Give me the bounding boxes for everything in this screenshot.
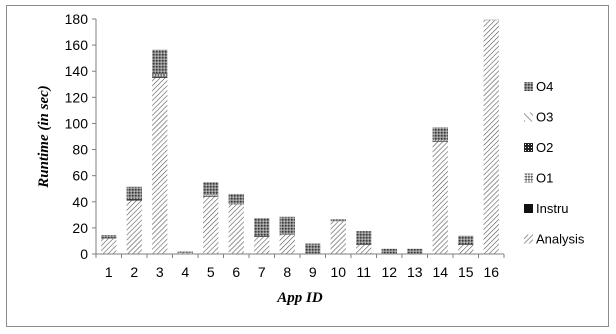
y-tick-label: 160	[65, 37, 89, 53]
legend-label-o4: O4	[536, 79, 553, 94]
bar-segment-analysis-app-2	[126, 200, 142, 254]
x-tick-label: 4	[181, 264, 189, 280]
x-tick-label: 14	[432, 264, 448, 280]
bar-segment-analysis-app-14	[432, 141, 448, 254]
y-tick-label: 100	[65, 115, 89, 131]
bar-segment-analysis-app-3	[152, 77, 168, 254]
legend-label-o2: O2	[536, 140, 553, 155]
x-tick-label: 1	[105, 264, 113, 280]
chart-frame	[6, 5, 609, 327]
bar-segment-o2-app-3	[152, 73, 168, 74]
bar-segment-analysis-app-8	[279, 234, 295, 254]
y-tick-label: 40	[72, 194, 88, 210]
x-tick-label: 8	[283, 264, 291, 280]
bar-segment-o4-app-11	[356, 231, 372, 245]
bar-segment-analysis-app-15	[458, 244, 474, 254]
bar-segment-o4-app-8	[279, 216, 295, 234]
bar-segment-instru-app-1	[101, 237, 117, 239]
x-tick-label: 10	[330, 264, 346, 280]
bar-segment-o4-app-12	[381, 248, 397, 254]
legend-swatch-o4	[524, 82, 533, 91]
bar-segment-o1-app-3	[152, 73, 168, 77]
y-tick-label: 180	[65, 11, 89, 27]
x-tick-label: 15	[458, 264, 474, 280]
x-axis-title: App ID	[276, 290, 323, 306]
bar-segment-o4-app-1	[101, 235, 117, 238]
legend-label-o1: O1	[536, 171, 553, 186]
y-tick-label: 120	[65, 89, 89, 105]
x-tick-label: 11	[356, 264, 371, 280]
x-tick-label: 12	[381, 264, 397, 280]
bar-segment-analysis-app-10	[330, 221, 346, 254]
y-axis-title: Runtime (in sec)	[36, 85, 52, 189]
bar-segment-o4-app-6	[228, 193, 244, 205]
bar-segment-instru-app-14	[432, 141, 448, 142]
x-tick-label: 16	[483, 264, 499, 280]
legend: O4 O3 O2 O1 Instru Analysis	[524, 79, 585, 247]
bar-segment-o4-app-9	[305, 243, 321, 254]
legend-label-o3: O3	[536, 110, 553, 125]
legend-swatch-o3	[524, 112, 533, 122]
x-tick-label: 2	[130, 264, 138, 280]
x-tick-label: 7	[258, 264, 266, 280]
bar-segment-o4-app-3	[152, 49, 168, 74]
x-tick-label: 3	[156, 264, 164, 280]
bar-segment-instru-app-15	[458, 244, 474, 245]
bar-segment-o4-app-7	[254, 218, 270, 237]
legend-label-analysis: Analysis	[536, 232, 585, 247]
legend-swatch-o1	[524, 173, 533, 183]
bar-segment-o4-app-16	[483, 19, 499, 21]
legend-swatch-instru	[524, 204, 533, 213]
bar-segment-analysis-app-7	[254, 237, 270, 254]
y-tick-label: 60	[72, 168, 88, 184]
bar-segment-instru-app-3	[152, 76, 168, 78]
y-tick-label: 80	[72, 142, 88, 158]
x-tick-label: 6	[232, 264, 240, 280]
bar-segment-instru-app-8	[279, 233, 295, 235]
y-tick-label: 0	[80, 246, 88, 262]
bar-segment-analysis-app-16	[483, 20, 499, 255]
bar-segment-o4-app-10	[330, 219, 346, 222]
bar-segment-o4-app-15	[458, 235, 474, 245]
y-tick-label: 140	[65, 63, 89, 79]
bar-segment-instru-app-2	[126, 199, 142, 201]
bar-segment-instru-app-5	[203, 195, 219, 197]
y-tick-label: 20	[72, 220, 88, 236]
bar-segment-analysis-app-5	[203, 196, 219, 254]
x-tick-label: 13	[407, 264, 423, 280]
bar-segment-o1-app-5	[203, 195, 219, 196]
x-tick-label: 5	[207, 264, 215, 280]
bar-segment-o4-app-5	[203, 182, 219, 196]
legend-swatch-o2	[524, 143, 533, 152]
bar-segment-analysis-app-11	[356, 244, 372, 254]
bar-segment-instru-app-7	[254, 236, 270, 238]
bar-segment-instru-app-11	[356, 244, 372, 245]
bar-segment-o4-app-4	[177, 251, 193, 253]
bar-segment-analysis-app-6	[228, 204, 244, 254]
x-tick-label: 9	[309, 264, 317, 280]
bar-segment-analysis-app-4	[177, 252, 193, 254]
bar-segment-o4-app-14	[432, 127, 448, 141]
bar-segment-o4-app-13	[407, 248, 423, 254]
bar-segment-analysis-app-1	[101, 238, 117, 254]
legend-swatch-analysis	[524, 234, 533, 244]
legend-label-instru: Instru	[536, 201, 569, 216]
bar-segment-o1-app-2	[126, 198, 142, 200]
bar-segment-o4-app-2	[126, 186, 142, 199]
bar-segment-o1-app-14	[432, 140, 448, 142]
